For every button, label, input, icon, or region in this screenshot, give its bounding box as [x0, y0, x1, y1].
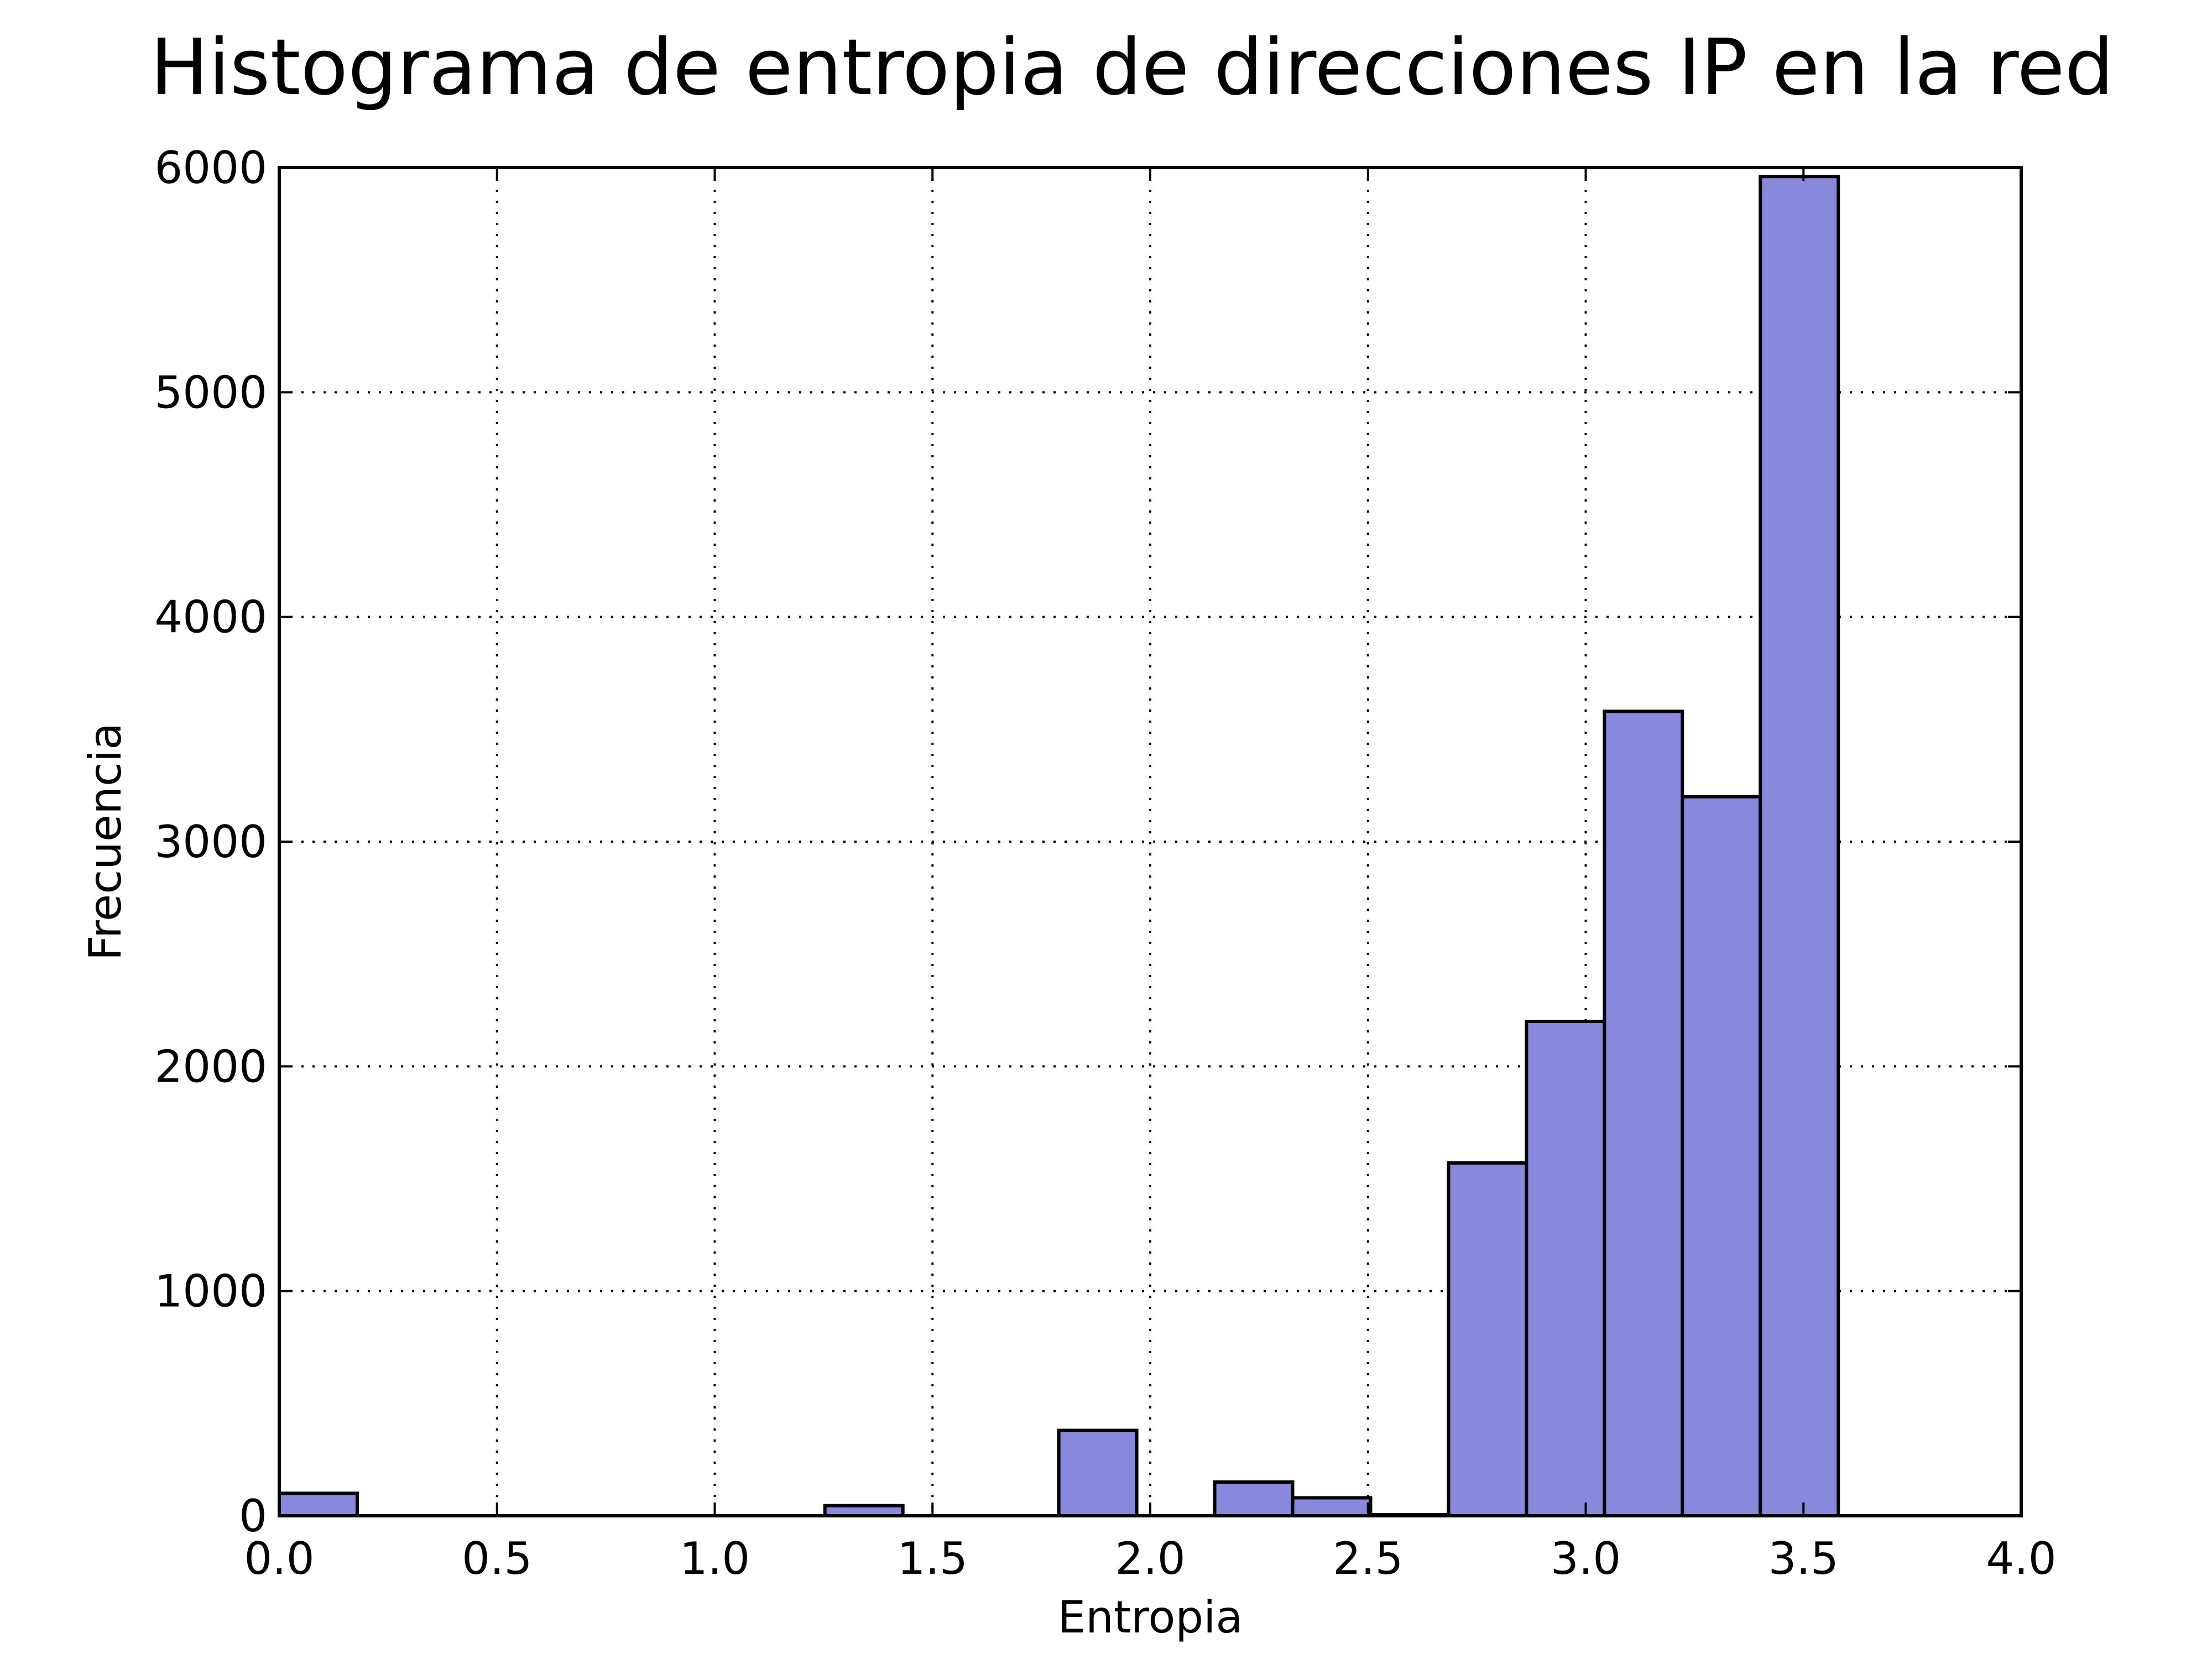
- axis-ticks: [278, 166, 2022, 1517]
- histogram-bar: [1291, 1496, 1373, 1518]
- histogram-bar: [1759, 175, 1840, 1517]
- chart-title: Histograma de entropia de direcciones IP…: [150, 23, 2114, 113]
- histogram-bar: [1213, 1480, 1295, 1518]
- x-tick-label: 0.5: [462, 1533, 532, 1584]
- x-tick-label: 3.5: [1768, 1533, 1839, 1584]
- histogram-bar: [1603, 709, 1684, 1517]
- y-tick-labels: 0 1000 2000 3000 4000 5000 6000: [154, 142, 267, 1542]
- histogram-bar: [1525, 1020, 1606, 1517]
- x-tick-label: 4.0: [1986, 1533, 2056, 1584]
- x-tick-label: 2.5: [1333, 1533, 1403, 1584]
- x-tick-label: 0.0: [244, 1533, 314, 1584]
- y-tick-label: 5000: [154, 367, 267, 418]
- x-tick-label: 1.0: [680, 1533, 750, 1584]
- histogram-bar: [1681, 795, 1762, 1517]
- x-tick-label: 3.0: [1551, 1533, 1621, 1584]
- x-axis-label: Entropia: [1058, 1592, 1243, 1643]
- x-tick-label: 1.5: [898, 1533, 968, 1584]
- y-axis-label: Frecuencia: [80, 723, 131, 961]
- histogram-bar: [1447, 1161, 1528, 1517]
- x-tick-label: 2.0: [1115, 1533, 1185, 1584]
- y-tick-label: 6000: [154, 142, 267, 194]
- histogram-bars: [278, 175, 1840, 1518]
- y-tick-label: 3000: [154, 816, 267, 868]
- y-tick-label: 0: [239, 1490, 267, 1542]
- histogram-bar: [278, 1491, 359, 1518]
- y-tick-label: 2000: [154, 1041, 267, 1092]
- y-tick-label: 4000: [154, 592, 267, 643]
- y-tick-label: 1000: [154, 1266, 267, 1317]
- histogram-bar: [1057, 1428, 1139, 1517]
- x-tick-labels: 0.0 0.5 1.0 1.5 2.0 2.5 3.0 3.5 4.0: [244, 1533, 2056, 1584]
